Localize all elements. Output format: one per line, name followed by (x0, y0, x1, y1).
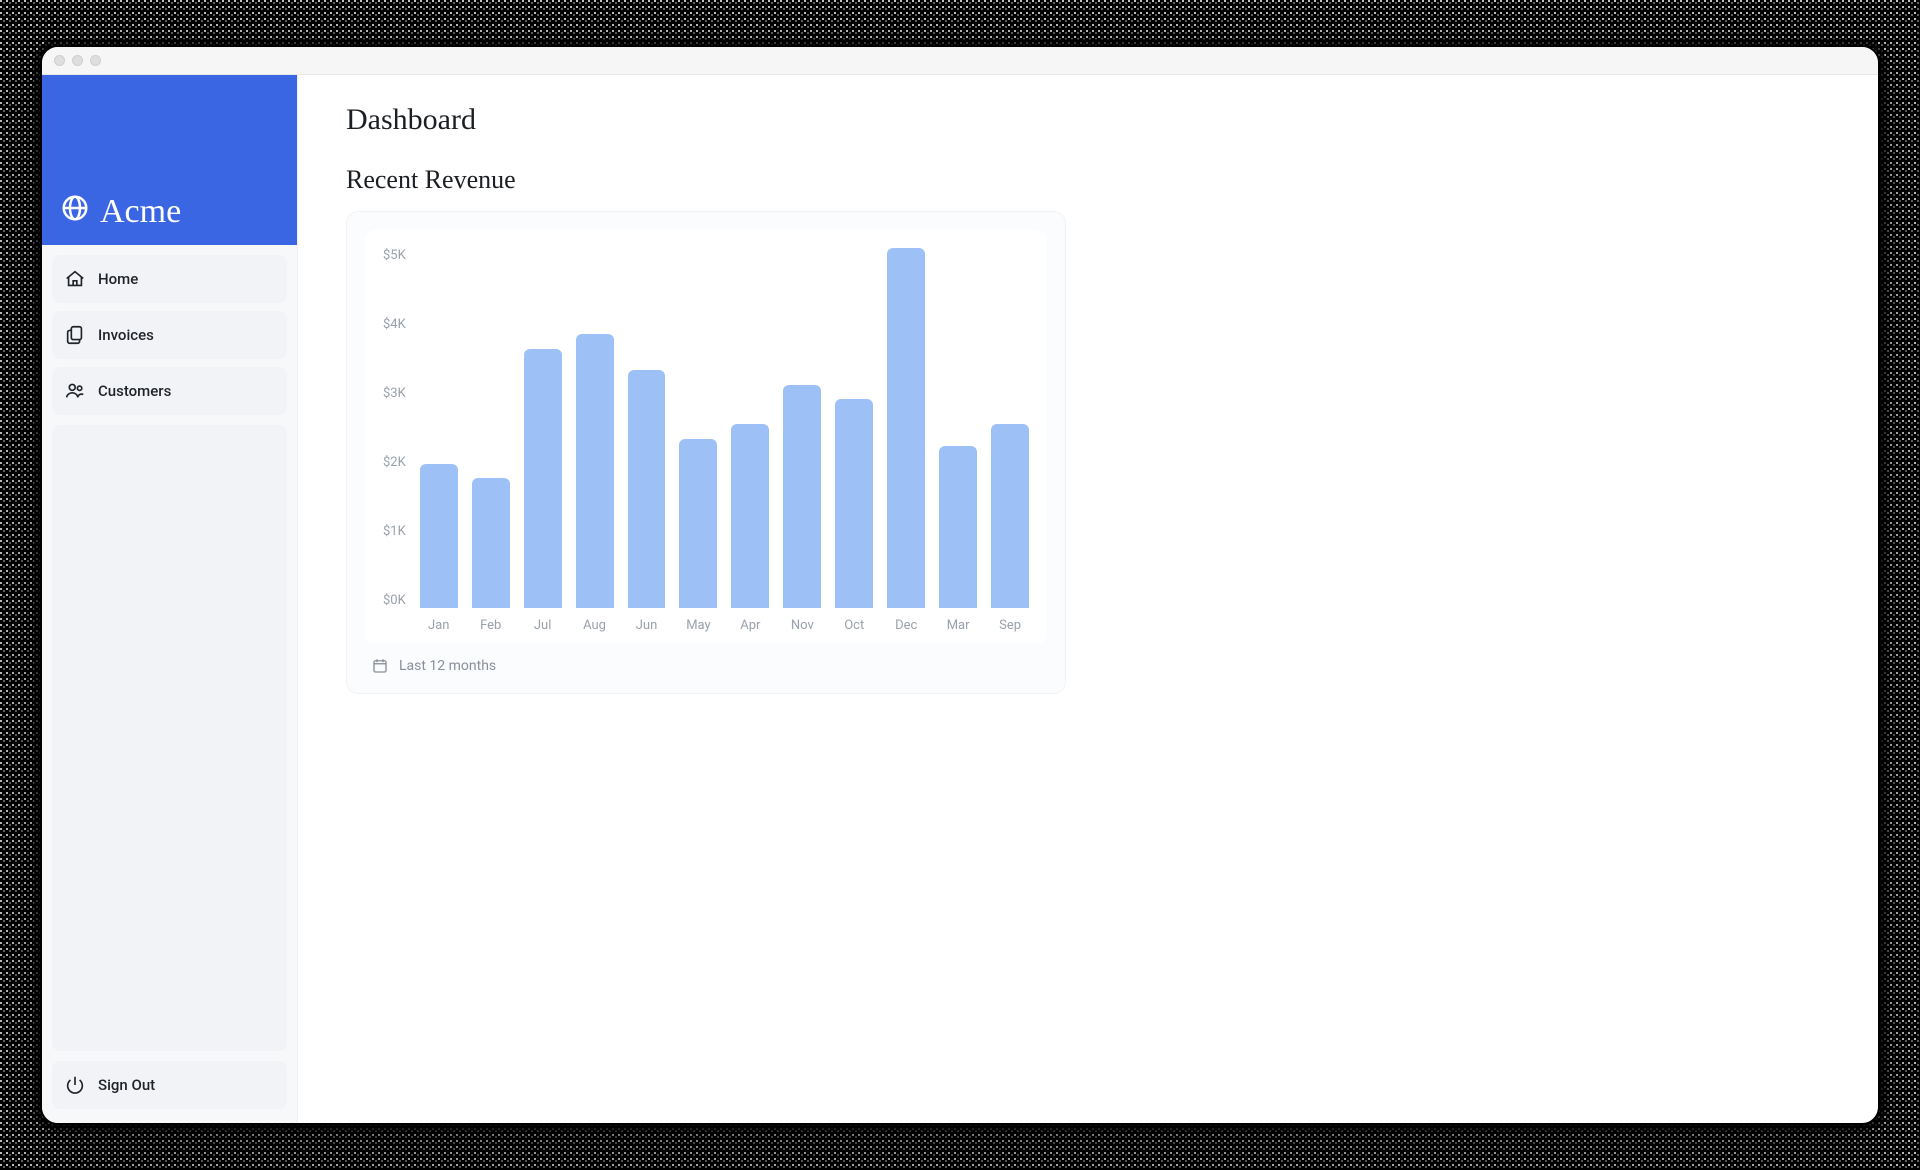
chart-bar (628, 370, 666, 608)
x-tick-label: Jul (524, 618, 562, 633)
chart-bar (420, 464, 458, 608)
y-tick-label: $0K (383, 593, 406, 608)
brand-header[interactable]: Acme (42, 75, 297, 245)
x-tick-label: Mar (939, 618, 977, 633)
x-tick-label: Sep (991, 618, 1029, 633)
y-tick-label: $2K (383, 455, 406, 470)
users-icon (64, 380, 86, 402)
chart-y-axis: $5K $4K $3K $2K $1K $0K (383, 248, 420, 608)
card-footer: Last 12 months (365, 643, 1047, 679)
sidebar-item-home[interactable]: Home (52, 255, 287, 303)
home-icon (64, 268, 86, 290)
chart-surface: $5K $4K $3K $2K $1K $0K Jan Feb Jul Aug Jun May Apr… (365, 230, 1047, 643)
traffic-light-min[interactable] (72, 55, 83, 66)
y-tick-label: $1K (383, 524, 406, 539)
chart-bar (939, 446, 977, 608)
calendar-icon (371, 657, 389, 675)
x-tick-label: Oct (835, 618, 873, 633)
document-duplicate-icon (64, 324, 86, 346)
y-tick-label: $5K (383, 248, 406, 263)
revenue-card: $5K $4K $3K $2K $1K $0K Jan Feb Jul Aug Jun May Apr… (346, 211, 1066, 694)
chart-bar (472, 478, 510, 608)
section-title: Recent Revenue (346, 165, 1830, 195)
chart-x-axis: Jan Feb Jul Aug Jun May Apr Nov Oct Dec Mar Sep (420, 618, 1029, 633)
x-tick-label: Aug (576, 618, 614, 633)
y-tick-label: $3K (383, 386, 406, 401)
y-tick-label: $4K (383, 317, 406, 332)
main-content: Dashboard Recent Revenue $5K $4K $3K $2K $1K… (298, 75, 1878, 1123)
signout-label: Sign Out (98, 1076, 155, 1094)
chart-bar (679, 439, 717, 608)
x-tick-label: Jan (420, 618, 458, 633)
x-tick-label: Apr (731, 618, 769, 633)
chart-bar (731, 424, 769, 608)
signout-button[interactable]: Sign Out (52, 1061, 287, 1109)
globe-icon (60, 193, 90, 223)
card-footer-label: Last 12 months (399, 658, 496, 674)
sidebar-item-invoices[interactable]: Invoices (52, 311, 287, 359)
sidebar: Acme Home Invoices Customers Si (42, 75, 298, 1123)
nav: Home Invoices Customers (42, 245, 297, 415)
traffic-light-close[interactable] (54, 55, 65, 66)
x-tick-label: Nov (783, 618, 821, 633)
window-titlebar (42, 47, 1878, 75)
x-tick-label: Dec (887, 618, 925, 633)
x-tick-label: Jun (628, 618, 666, 633)
x-tick-label: May (679, 618, 717, 633)
sidebar-item-label: Customers (98, 382, 171, 400)
sidebar-item-customers[interactable]: Customers (52, 367, 287, 415)
chart-bar (576, 334, 614, 608)
chart-bar (783, 385, 821, 608)
x-tick-label: Feb (472, 618, 510, 633)
page-title: Dashboard (346, 103, 1830, 137)
traffic-light-max[interactable] (90, 55, 101, 66)
sidebar-item-label: Home (98, 270, 138, 288)
chart-bars (420, 248, 1029, 608)
chart-bar (991, 424, 1029, 608)
sidebar-item-label: Invoices (98, 326, 154, 344)
chart-bar (524, 349, 562, 608)
sidebar-spacer (52, 425, 287, 1051)
chart-bar (887, 248, 925, 608)
power-icon (64, 1074, 86, 1096)
chart-bar (835, 399, 873, 608)
brand-name: Acme (100, 195, 181, 229)
